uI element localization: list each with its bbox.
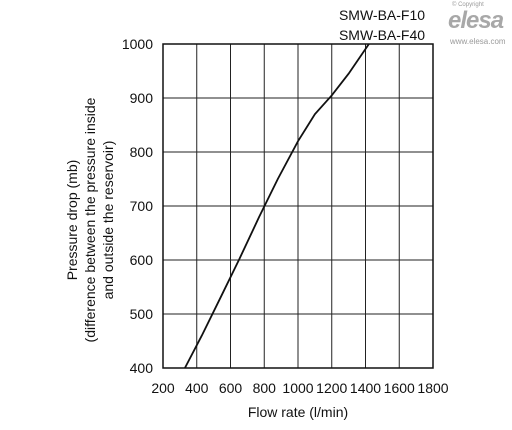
x-axis-label: Flow rate (l/min) [248, 404, 348, 420]
x-tick-label: 400 [185, 380, 209, 396]
x-tick-label: 600 [219, 380, 243, 396]
legend-entry: SMW-BA-F40 [339, 27, 425, 43]
y-tick-label: 700 [130, 198, 154, 214]
logo-copyright: © Copyright [452, 2, 484, 8]
data-series [184, 43, 370, 369]
y-tick-label: 500 [130, 306, 154, 322]
x-tick-label: 800 [253, 380, 277, 396]
grid-lines [163, 44, 433, 368]
x-tick-label: 1200 [316, 380, 347, 396]
series-line [184, 43, 370, 369]
elesa-logo: © Copyright elesa www.elesa.com [446, 2, 512, 48]
y-tick-label: 400 [130, 360, 154, 376]
y-axis-label-line: (difference between the pressure inside [82, 97, 98, 342]
x-tick-label: 1400 [350, 380, 381, 396]
x-tick-label: 200 [151, 380, 175, 396]
legend: SMW-BA-F10 SMW-BA-F40 [339, 7, 425, 43]
logo-brand: elesa [448, 7, 504, 34]
legend-entry: SMW-BA-F10 [339, 7, 425, 23]
y-axis-label-line: and outside the reservoir) [100, 141, 116, 300]
plot-frame [162, 43, 434, 369]
y-tick-label: 900 [130, 90, 154, 106]
y-axis-label-line: Pressure drop (mb) [64, 160, 80, 281]
tick-labels: 200 400 600 800 1000 1200 1400 1600 180040050060… [122, 36, 449, 396]
y-tick-label: 800 [130, 144, 154, 160]
y-tick-label: 1000 [122, 36, 153, 52]
y-tick-label: 600 [130, 252, 154, 268]
x-tick-label: 1000 [282, 380, 313, 396]
axis-labels: Flow rate (l/min) Pressure drop (mb) (diff… [64, 97, 348, 420]
x-tick-label: 1600 [384, 380, 415, 396]
x-tick-label: 1800 [417, 380, 448, 396]
logo-url: www.elesa.com [450, 37, 506, 46]
axes [162, 43, 434, 369]
